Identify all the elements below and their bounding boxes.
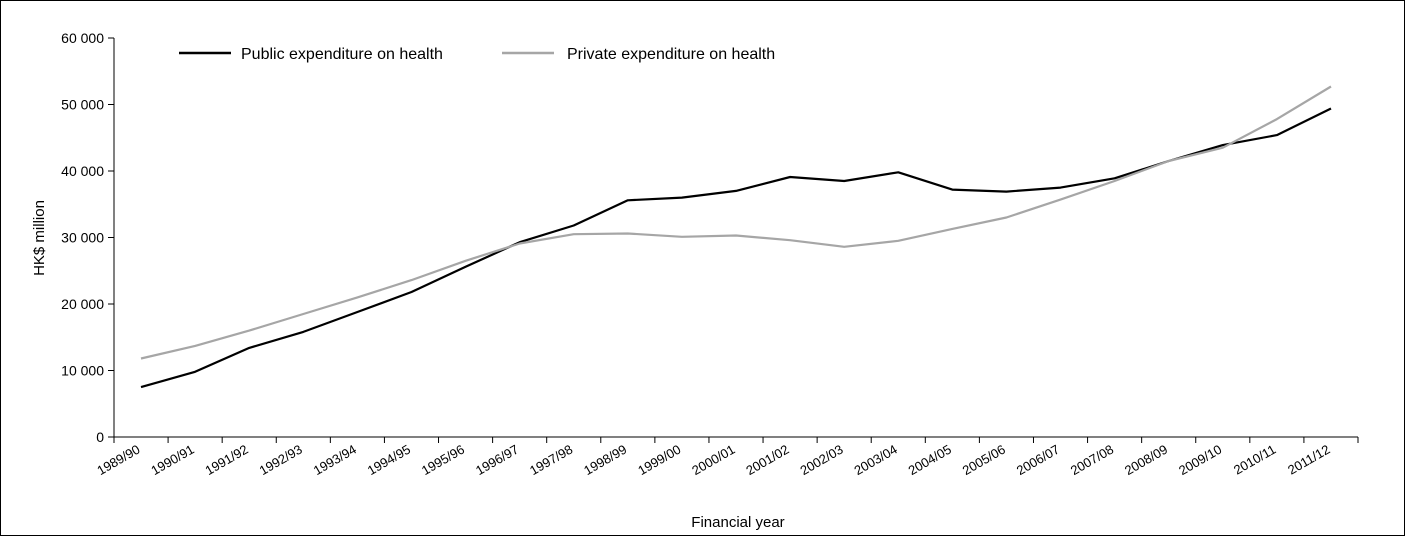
y-tick-label: 0 [96, 429, 104, 445]
y-axis: 0 10 000 20 000 30 000 40 000 50 000 60 000 [61, 30, 115, 445]
legend-label: Public expenditure on health [241, 46, 443, 63]
legend: Public expenditure on health Private expe… [179, 46, 775, 63]
x-tick-label: 2010/11 [1231, 442, 1278, 478]
series-line-public [140, 107, 1332, 389]
y-tick-label: 40 000 [61, 163, 104, 179]
series-line-private [140, 85, 1332, 360]
y-tick-label: 50 000 [61, 97, 104, 113]
x-tick-label: 1999/00 [635, 442, 683, 478]
x-tick-label: 1990/91 [148, 442, 196, 478]
series-layer [140, 85, 1332, 389]
x-tick-label: 2009/10 [1176, 442, 1224, 478]
x-tick-label: 2006/07 [1014, 442, 1062, 478]
x-tick-label: 2007/08 [1068, 442, 1116, 478]
x-axis-label: Financial year [691, 514, 784, 531]
x-axis: 1989/90 1990/91 1991/92 1992/93 1993/94 1994/… [94, 436, 1359, 478]
x-tick-label: 1996/97 [473, 442, 521, 478]
x-tick-label: 2000/01 [689, 442, 737, 478]
x-tick-label: 1989/90 [94, 442, 142, 478]
x-tick-label: 2003/04 [852, 442, 900, 478]
x-tick-label: 1998/99 [581, 442, 629, 478]
x-tick-label: 2005/06 [960, 442, 1008, 478]
y-tick-label: 60 000 [61, 30, 104, 46]
x-tick-label: 2011/12 [1285, 442, 1332, 478]
x-tick-label: 1994/95 [365, 442, 413, 478]
y-tick-label: 10 000 [61, 363, 104, 379]
x-tick-label: 2008/09 [1122, 442, 1170, 478]
x-tick-label: 2004/05 [906, 442, 954, 478]
x-tick-label: 2001/02 [743, 442, 791, 478]
x-tick-label: 1995/96 [419, 442, 467, 478]
y-axis-label: HK$ million [31, 200, 48, 276]
x-tick-label: 2002/03 [797, 442, 845, 478]
x-tick-label: 1991/92 [203, 442, 251, 478]
x-tick-label: 1993/94 [311, 442, 359, 478]
y-tick-label: 20 000 [61, 296, 104, 312]
x-tick-label: 1997/98 [527, 442, 575, 478]
y-tick-label: 30 000 [61, 230, 104, 246]
legend-label: Private expenditure on health [567, 46, 775, 63]
x-tick-label: 1992/93 [257, 442, 305, 478]
